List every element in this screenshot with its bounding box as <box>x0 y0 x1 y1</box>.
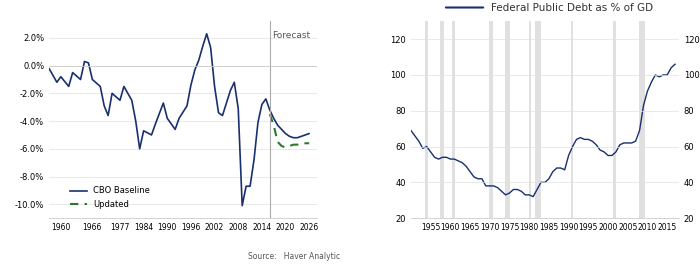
Text: Source:   Haver Analytic: Source: Haver Analytic <box>248 252 341 261</box>
Bar <box>440 21 444 218</box>
Bar <box>505 21 510 218</box>
Bar <box>425 21 428 218</box>
Legend: CBO Baseline, Updated: CBO Baseline, Updated <box>66 183 153 212</box>
Bar <box>452 21 455 218</box>
Bar <box>639 21 645 218</box>
Bar <box>571 21 573 218</box>
Bar <box>612 21 615 218</box>
Text: Forecast: Forecast <box>272 31 310 40</box>
Bar <box>489 21 493 218</box>
Bar <box>529 21 531 218</box>
Bar <box>536 21 540 218</box>
Text: Federal Public Debt as % of GD: Federal Public Debt as % of GD <box>491 2 654 13</box>
